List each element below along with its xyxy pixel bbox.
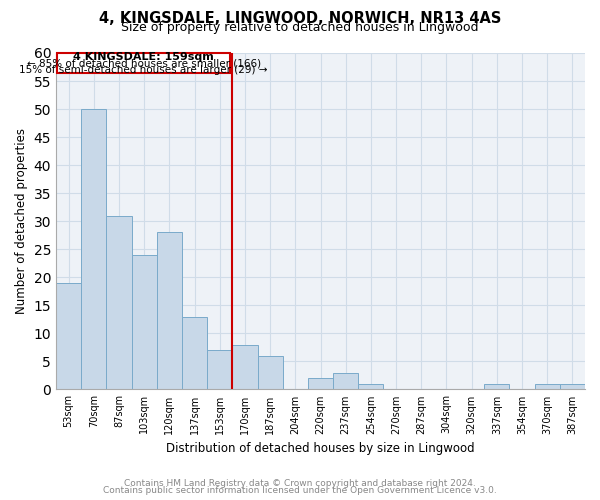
Bar (308, 378, 333, 390)
Bar (484, 384, 509, 390)
Bar (232, 344, 257, 390)
Text: Contains public sector information licensed under the Open Government Licence v3: Contains public sector information licen… (103, 486, 497, 495)
Bar (81, 109, 106, 390)
Bar (106, 216, 131, 390)
Bar (257, 356, 283, 390)
Bar (560, 384, 585, 390)
Text: Contains HM Land Registry data © Crown copyright and database right 2024.: Contains HM Land Registry data © Crown c… (124, 478, 476, 488)
Bar (333, 372, 358, 390)
X-axis label: Distribution of detached houses by size in Lingwood: Distribution of detached houses by size … (166, 442, 475, 455)
Bar (56, 283, 81, 390)
Text: Size of property relative to detached houses in Lingwood: Size of property relative to detached ho… (121, 22, 479, 35)
Text: 15% of semi-detached houses are larger (29) →: 15% of semi-detached houses are larger (… (19, 65, 268, 75)
Bar (131, 255, 157, 390)
Text: 4, KINGSDALE, LINGWOOD, NORWICH, NR13 4AS: 4, KINGSDALE, LINGWOOD, NORWICH, NR13 4A… (99, 11, 501, 26)
Bar (535, 384, 560, 390)
Bar (58, 53, 230, 72)
Bar (157, 232, 182, 390)
Y-axis label: Number of detached properties: Number of detached properties (15, 128, 28, 314)
Text: 4 KINGSDALE: 159sqm: 4 KINGSDALE: 159sqm (73, 52, 214, 62)
Text: ← 85% of detached houses are smaller (166): ← 85% of detached houses are smaller (16… (26, 58, 260, 68)
Bar (207, 350, 232, 390)
Bar (358, 384, 383, 390)
Bar (182, 316, 207, 390)
